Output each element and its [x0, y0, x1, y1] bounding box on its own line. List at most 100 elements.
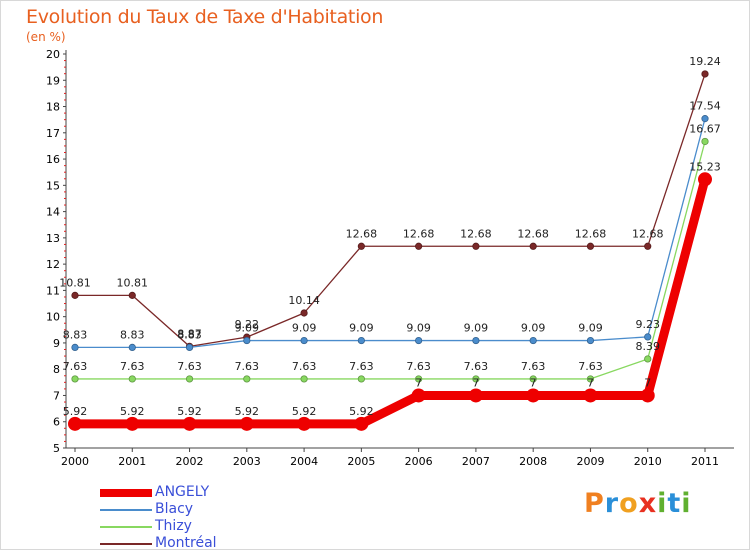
- data-label: 10.81: [117, 276, 149, 289]
- data-label: 7: [644, 376, 651, 389]
- chart-subtitle: (en %): [26, 30, 66, 44]
- x-tick-label: 2008: [519, 455, 547, 468]
- logo-letter: i: [657, 488, 668, 519]
- data-label: 5.92: [63, 405, 88, 418]
- data-label: 9.23: [635, 318, 660, 331]
- data-label: 9.09: [349, 322, 374, 335]
- data-point: [701, 115, 709, 123]
- y-tick-label: 20: [46, 48, 60, 61]
- data-label: 7: [472, 376, 479, 389]
- data-label: 12.68: [517, 227, 549, 240]
- series-line-angely: [70, 174, 710, 429]
- data-label: 9.09: [406, 322, 431, 335]
- y-tick-label: 16: [46, 153, 60, 166]
- y-tick-label: 9: [53, 337, 60, 350]
- data-point: [71, 291, 79, 299]
- data-label: 15.23: [689, 160, 721, 173]
- data-point: [185, 343, 194, 351]
- data-label: 9.09: [464, 322, 489, 335]
- legend-label: ANGELY: [155, 484, 210, 500]
- y-tick-label: 18: [46, 101, 60, 114]
- data-point: [125, 416, 140, 431]
- x-tick-label: 2007: [462, 455, 490, 468]
- data-point: [472, 336, 480, 345]
- legend-label: Thizy: [155, 518, 192, 534]
- data-point: [644, 333, 652, 341]
- data-point: [529, 336, 537, 345]
- data-point: [526, 388, 541, 403]
- data-label: 9.22: [235, 318, 260, 331]
- data-point: [586, 375, 595, 383]
- data-point: [182, 416, 197, 431]
- data-label: 5.92: [349, 405, 374, 418]
- y-tick-label: 14: [46, 206, 60, 219]
- legend-label: Blacy: [155, 501, 194, 517]
- data-label: 9.09: [292, 322, 317, 335]
- data-point: [583, 388, 598, 403]
- data-label: 8.83: [120, 328, 145, 341]
- data-point: [644, 355, 652, 363]
- legend-swatch: [100, 543, 152, 545]
- series-line-montréal: [74, 73, 706, 347]
- legend: ANGELY Blacy Thizy Montréal: [100, 484, 300, 552]
- y-tick-label: 8: [53, 363, 60, 376]
- data-point: [300, 309, 308, 317]
- data-label: 7.63: [349, 360, 374, 373]
- data-label: 7: [415, 376, 422, 389]
- data-point: [128, 343, 136, 351]
- data-point: [698, 172, 712, 187]
- legend-item-blacy: Blacy: [100, 501, 300, 518]
- legend-swatch: [100, 509, 152, 511]
- x-tick-label: 2001: [118, 455, 146, 468]
- logo-letter: o: [619, 488, 639, 519]
- data-label: 5.92: [120, 405, 145, 418]
- x-tick-label: 2002: [176, 455, 204, 468]
- data-label: 7.63: [292, 360, 317, 373]
- data-point: [68, 416, 82, 431]
- data-label: 7.63: [406, 360, 431, 373]
- logo-letter: x: [638, 488, 658, 519]
- data-point: [243, 375, 251, 383]
- data-label: 9.09: [521, 322, 546, 335]
- data-point: [701, 70, 709, 78]
- x-tick-label: 2004: [290, 455, 318, 468]
- data-label: 9.09: [235, 322, 260, 335]
- x-tick-label: 2011: [691, 455, 719, 468]
- data-label: 10.14: [288, 294, 320, 307]
- data-label: 5.92: [177, 405, 202, 418]
- data-label: 9.09: [578, 322, 603, 335]
- data-label: 8.39: [635, 340, 660, 353]
- data-label: 7.63: [120, 360, 145, 373]
- data-label: 19.24: [689, 55, 721, 68]
- data-label: 7.63: [235, 360, 260, 373]
- series-line-blacy: [74, 117, 706, 349]
- y-tick-label: 13: [46, 232, 60, 245]
- data-point: [128, 291, 136, 299]
- data-point: [71, 343, 79, 351]
- y-tick-label: 11: [46, 284, 60, 297]
- x-tick-label: 2009: [576, 455, 604, 468]
- data-point: [644, 242, 652, 250]
- data-label: 10.81: [59, 276, 91, 289]
- data-point: [586, 336, 595, 345]
- data-label: 12.68: [403, 227, 435, 240]
- y-tick-label: 17: [46, 127, 60, 140]
- data-label: 8.87: [177, 327, 202, 340]
- data-point: [468, 388, 483, 403]
- data-point: [529, 375, 537, 383]
- series-line-thizy: [74, 140, 706, 380]
- data-point: [243, 336, 251, 345]
- data-label: 12.68: [460, 227, 492, 240]
- y-tick-label: 10: [46, 311, 60, 324]
- logo-letter: i: [681, 488, 692, 519]
- proxiti-logo: Proxiti: [584, 488, 692, 519]
- legend-swatch: [100, 526, 152, 528]
- x-tick-label: 2010: [634, 455, 662, 468]
- data-label: 7.63: [464, 360, 489, 373]
- legend-item-thizy: Thizy: [100, 518, 300, 535]
- data-point: [415, 336, 423, 345]
- x-tick-label: 2006: [405, 455, 433, 468]
- data-point: [71, 375, 79, 383]
